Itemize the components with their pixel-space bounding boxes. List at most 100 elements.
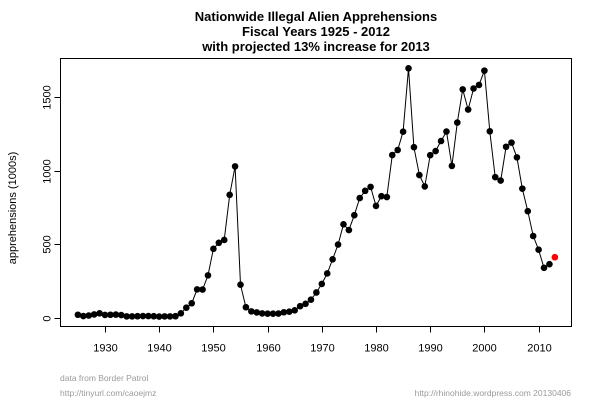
data-point: [323, 270, 331, 277]
series-layer: [74, 64, 559, 320]
data-point: [123, 313, 130, 320]
data-point: [399, 128, 407, 136]
x-tick-label: 1960: [256, 343, 280, 355]
x-tick-label: 1930: [93, 343, 117, 355]
data-point: [394, 146, 401, 154]
data-point: [117, 311, 125, 319]
chart-title-line-3: with projected 13% increase for 2013: [201, 39, 430, 54]
projected-data-point: [551, 253, 559, 261]
data-point: [334, 241, 342, 248]
data-point: [253, 309, 261, 316]
data-point: [540, 264, 548, 272]
data-point: [345, 226, 353, 234]
data-point: [383, 193, 391, 201]
x-tick-label: 2010: [527, 343, 551, 355]
data-point: [513, 154, 521, 161]
y-tick-label: 1000: [42, 159, 54, 183]
data-point: [280, 308, 288, 316]
data-point: [210, 245, 217, 253]
plot-frame: [60, 58, 572, 327]
data-point: [421, 183, 429, 190]
data-point: [107, 311, 114, 319]
data-point: [145, 312, 152, 320]
chart-title-line-2: Fiscal Years 1925 - 2012: [242, 24, 390, 39]
data-point: [128, 313, 136, 320]
data-point: [535, 246, 542, 254]
data-point: [443, 128, 450, 135]
data-point: [470, 85, 477, 92]
data-point: [150, 312, 158, 320]
series-line: [77, 68, 550, 318]
data-point: [546, 260, 553, 268]
data-point: [524, 207, 532, 215]
data-point: [475, 81, 483, 89]
data-point: [90, 311, 98, 318]
x-tick-label: 1970: [310, 343, 334, 355]
data-point: [220, 236, 228, 244]
x-tick-label: 1950: [201, 343, 225, 355]
data-point: [329, 255, 336, 263]
data-point: [432, 147, 439, 155]
data-point: [508, 139, 515, 146]
x-tick-label: 1940: [147, 343, 171, 355]
data-point: [177, 309, 185, 317]
data-point: [454, 119, 461, 126]
data-point: [139, 312, 147, 320]
data-point: [199, 286, 206, 293]
data-point: [361, 187, 369, 195]
data-point: [426, 151, 434, 159]
chart-title-line-1: Nationwide Illegal Alien Apprehensions: [195, 9, 437, 24]
data-point: [416, 171, 423, 179]
data-point: [242, 303, 250, 311]
data-point: [459, 86, 467, 93]
data-point: [491, 173, 499, 181]
data-point: [74, 311, 82, 319]
data-point: [486, 127, 494, 135]
data-point: [172, 312, 179, 320]
data-point: [313, 289, 320, 296]
data-point: [372, 202, 380, 210]
data-point: [231, 163, 239, 170]
data-point: [378, 192, 385, 200]
data-point: [237, 281, 244, 288]
data-point: [96, 309, 103, 317]
data-point: [80, 312, 87, 320]
data-point: [204, 272, 212, 279]
data-point: [285, 308, 293, 315]
data-point: [367, 183, 374, 191]
data-point: [296, 302, 304, 310]
data-point: [405, 64, 412, 72]
data-point: [258, 310, 266, 317]
data-point: [307, 296, 315, 304]
data-point: [340, 221, 347, 228]
data-point: [497, 177, 504, 184]
x-axis: 1930 1940 1950 1960 1970 1980 1990 2000 2010: [93, 326, 552, 355]
source-text: data from Border Patrol: [60, 373, 148, 383]
source-url: http://tinyurl.com/caoejmz: [60, 388, 156, 398]
y-tick-label: 1500: [42, 85, 54, 109]
data-point: [161, 313, 168, 320]
data-point: [410, 143, 418, 151]
data-point: [183, 304, 190, 311]
credit-text: http://rhinohide.wordpress.com 20130406: [415, 388, 572, 398]
data-point: [101, 311, 109, 319]
x-tick-label: 2000: [472, 343, 496, 355]
data-point: [264, 310, 271, 318]
y-axis-label: apprehensions (1000s): [7, 152, 19, 265]
data-point: [529, 232, 537, 240]
data-point: [85, 312, 93, 319]
data-point: [215, 239, 223, 247]
data-point: [112, 311, 120, 318]
data-point: [226, 191, 233, 199]
y-tick-label: 500: [42, 235, 54, 253]
y-tick-label: 0: [42, 315, 54, 321]
data-point: [388, 151, 396, 159]
data-point: [502, 143, 510, 151]
data-point: [193, 286, 201, 293]
data-point: [481, 67, 488, 74]
x-tick-label: 1980: [364, 343, 388, 355]
data-point: [269, 310, 277, 318]
data-point: [291, 307, 299, 314]
data-point: [464, 106, 472, 113]
